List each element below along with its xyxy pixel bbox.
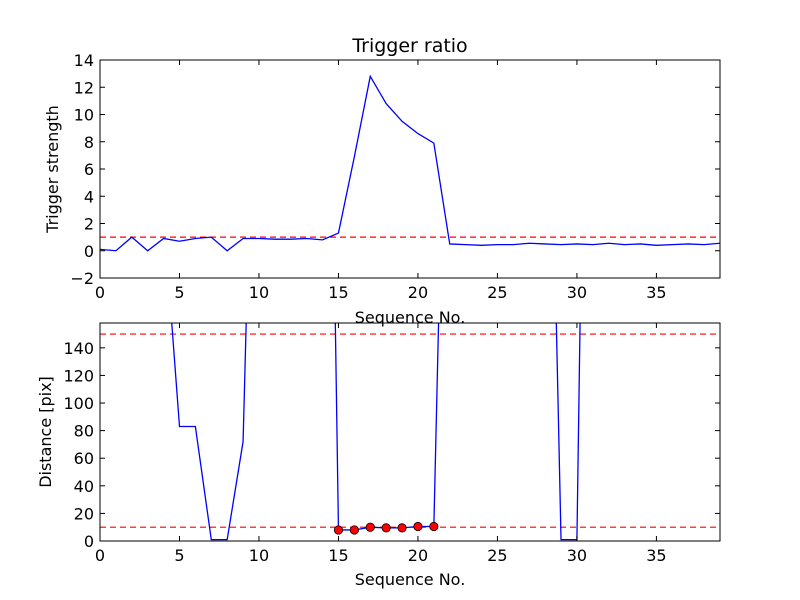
- data-point: [365, 522, 375, 532]
- distance-chart: 0 5 10 15 20 25 30 35 0 20 40 60 80 100 120 140 Sequenc…: [36, 322, 721, 589]
- y-tick-label: 6: [84, 160, 94, 179]
- x-tick-label: 10: [249, 546, 269, 565]
- x-tick-label: 10: [249, 283, 269, 302]
- y-tick-label: 14: [74, 51, 94, 70]
- y-tick-label: 100: [63, 394, 94, 413]
- y-tick-label: 4: [84, 187, 94, 206]
- trigger-ratio-chart: Trigger ratio 0 5 10 15 20 25 30 35−20246810121…: [43, 35, 721, 327]
- x-tick-label: 0: [95, 283, 105, 302]
- x-tick-label: 0: [95, 546, 105, 565]
- x-tick-label: 30: [567, 546, 587, 565]
- series-line: [334, 323, 440, 531]
- x-tick-label: 35: [646, 283, 666, 302]
- y-tick-label: −2: [70, 269, 94, 288]
- data-point: [349, 525, 359, 535]
- series-line: [100, 74, 720, 252]
- x-tick-label: 25: [487, 283, 507, 302]
- y-tick-label: 120: [63, 366, 94, 385]
- x-tick-label: 15: [328, 283, 348, 302]
- data-point: [413, 521, 423, 532]
- y-tick-label: 0: [84, 532, 94, 551]
- x-axis-label: Sequence No.: [355, 308, 466, 327]
- y-tick-label: 40: [74, 477, 94, 496]
- x-tick-label: 15: [328, 546, 348, 565]
- plot-frame: [99, 322, 721, 542]
- x-tick-label: 5: [174, 546, 184, 565]
- y-tick-label: 140: [63, 339, 94, 358]
- x-tick-label: 20: [408, 283, 428, 302]
- y-tick-label: 0: [84, 242, 94, 261]
- x-tick-label: 5: [174, 283, 184, 302]
- y-axis-label: Trigger strength: [43, 105, 62, 234]
- x-tick-label: 35: [646, 546, 666, 565]
- y-tick-label: 8: [84, 133, 94, 152]
- data-point: [381, 523, 391, 533]
- data-point: [333, 525, 344, 535]
- chart-title: Trigger ratio: [351, 35, 467, 57]
- y-tick-label: 10: [74, 106, 94, 125]
- y-tick-label: 20: [74, 504, 94, 523]
- y-axis-label: Distance [pix]: [36, 376, 55, 488]
- data-point: [429, 521, 439, 532]
- y-tick-label: 12: [74, 78, 94, 97]
- x-tick-label: 30: [567, 283, 587, 302]
- plot-frame: [99, 59, 721, 279]
- series-line: [555, 323, 581, 541]
- y-tick-label: 80: [74, 422, 94, 441]
- y-tick-label: 2: [84, 215, 94, 234]
- y-tick-label: 60: [74, 449, 94, 468]
- x-tick-label: 20: [408, 546, 428, 565]
- series-line: [171, 323, 247, 541]
- x-axis-label: Sequence No.: [355, 570, 466, 589]
- data-point: [397, 523, 407, 533]
- x-tick-label: 25: [487, 546, 507, 565]
